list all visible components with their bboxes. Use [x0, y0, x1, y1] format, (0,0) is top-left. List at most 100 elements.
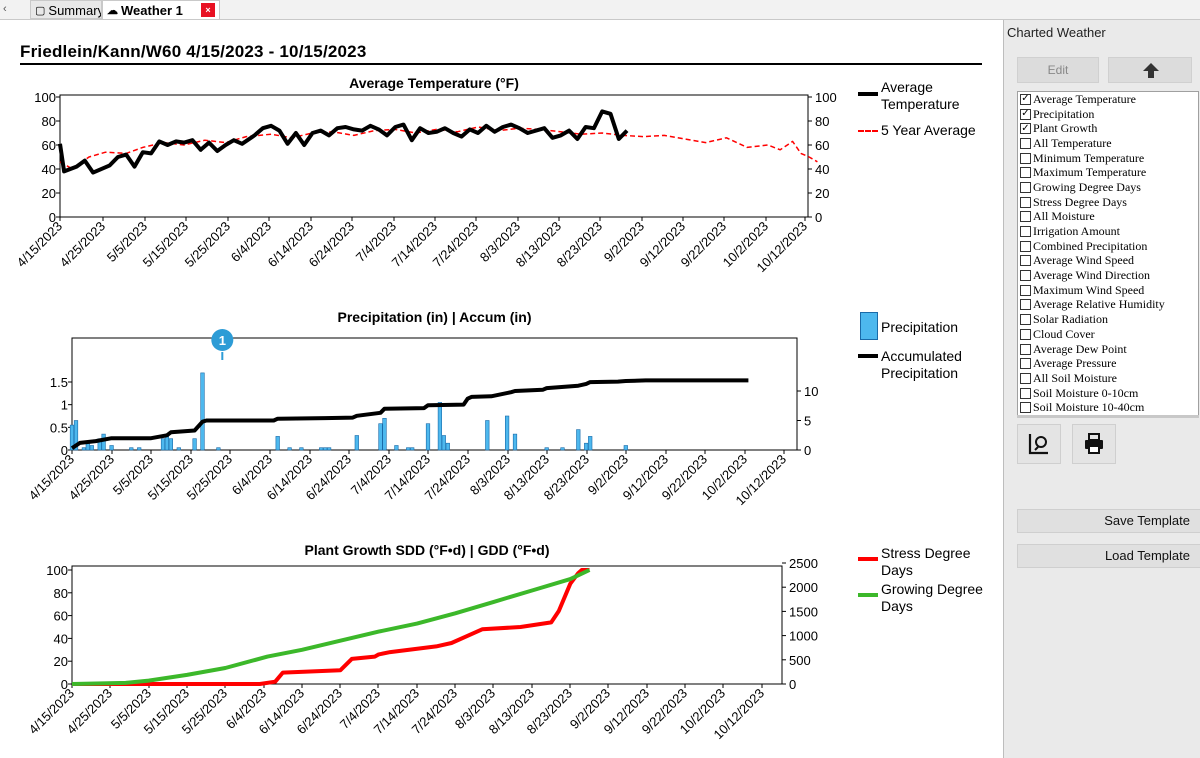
checkbox[interactable] — [1020, 181, 1031, 193]
weather-item[interactable]: Minimum Temperature — [1018, 151, 1198, 166]
checkbox[interactable] — [1020, 299, 1031, 311]
weather-item[interactable]: Stress Degree Days — [1018, 195, 1198, 210]
checkbox[interactable]: ✓ — [1020, 93, 1031, 105]
y-tick-label: 1500 — [789, 604, 818, 619]
edit-button[interactable]: Edit — [1017, 57, 1099, 83]
close-icon[interactable]: × — [201, 3, 215, 17]
weather-item-list[interactable]: ✓ Average Temperature ✓ Precipitation ✓ Plant… — [1017, 91, 1199, 417]
precip-bar — [164, 436, 170, 451]
precip-bar — [560, 447, 565, 451]
checkbox[interactable] — [1020, 167, 1031, 179]
weather-item-label: Soil Moisture 10-40cm — [1033, 400, 1145, 415]
save-template-button[interactable]: Save Template — [1017, 509, 1200, 533]
weather-item[interactable]: ✓ Average Temperature — [1018, 92, 1198, 107]
weather-item[interactable]: ✓ Plant Growth — [1018, 121, 1198, 136]
y-tick-label: 10 — [804, 384, 818, 399]
checkbox[interactable] — [1020, 402, 1031, 414]
precip-bar — [445, 442, 450, 451]
weather-item[interactable]: Solar Radiation — [1018, 312, 1198, 327]
weather-item-label: Soil Moisture 0-10cm — [1033, 385, 1139, 400]
charts-canvas: Average Temperature (°F) 4/15/20234/25/20… — [14, 75, 837, 742]
precip-bar — [73, 420, 79, 451]
weather-item[interactable]: Average Wind Direction — [1018, 268, 1198, 283]
precip-bar — [287, 447, 292, 451]
y-tick-label: 40 — [54, 631, 68, 646]
panel-title: Charted Weather — [1007, 25, 1106, 40]
weather-item[interactable]: Soil Moisture 10-40cm — [1018, 400, 1198, 415]
checkbox[interactable] — [1020, 152, 1031, 164]
print-button[interactable] — [1072, 424, 1116, 464]
checkbox[interactable] — [1020, 196, 1031, 208]
checkbox[interactable] — [1020, 211, 1031, 223]
checkbox[interactable] — [1020, 358, 1031, 370]
weather-item[interactable]: ✓ Precipitation — [1018, 107, 1198, 122]
legend-swatch-gdd — [858, 593, 878, 597]
series-average-temperature — [58, 109, 629, 175]
x-tick-label: 6/24/2023 — [306, 219, 358, 271]
weather-item[interactable]: Irrigation Amount — [1018, 224, 1198, 239]
precip-bar — [299, 447, 304, 451]
checkbox[interactable] — [1020, 328, 1031, 340]
weather-item[interactable]: Average Relative Humidity — [1018, 297, 1198, 313]
precip-bar — [512, 433, 518, 451]
load-template-button[interactable]: Load Template — [1017, 544, 1200, 568]
weather-item[interactable]: Combined Precipitation — [1018, 239, 1198, 254]
marker-label: 1 — [219, 333, 226, 348]
weather-item[interactable]: All Soil Moisture — [1018, 371, 1198, 386]
list-horizontal-scrollbar[interactable] — [1017, 415, 1199, 418]
series-growing-degree-days — [71, 568, 591, 686]
y-tick-label: 0 — [789, 677, 796, 692]
precip-bar — [101, 433, 106, 451]
precip-bar — [200, 372, 205, 451]
tab-summary[interactable]: ▢ Summary — [30, 0, 102, 19]
weather-item[interactable]: All Temperature — [1018, 136, 1198, 151]
y-tick-label: 0 — [815, 210, 822, 225]
tab-weather-label: Weather 1 — [121, 3, 183, 18]
precip-bar — [109, 445, 114, 451]
y-tick-label: 20 — [42, 186, 56, 201]
series-accumulated-precipitation — [70, 378, 749, 450]
legend-swatch-accum — [858, 354, 878, 358]
charted-weather-panel: Charted Weather Edit ✓ Average Temperatur… — [1003, 20, 1200, 758]
x-tick-label: 4/15/2023 — [14, 219, 66, 271]
note-marker-icon — [211, 329, 234, 351]
weather-item-label: Growing Degree Days — [1033, 179, 1141, 194]
weather-item[interactable]: Average Dew Point — [1018, 342, 1198, 357]
checkbox[interactable] — [1020, 240, 1031, 252]
arrow-up-icon — [1143, 63, 1159, 78]
legend-label-accum: Accumulated Precipitation — [881, 348, 962, 381]
checkbox[interactable] — [1020, 137, 1031, 149]
checkbox[interactable] — [1020, 255, 1031, 267]
weather-item-label: All Temperature — [1033, 135, 1112, 150]
checkbox[interactable] — [1020, 343, 1031, 355]
checkbox[interactable] — [1020, 372, 1031, 384]
y-tick-label: 500 — [789, 653, 811, 668]
tab-weather[interactable]: ☁ Weather 1 × — [102, 0, 220, 19]
weather-item[interactable]: Maximum Temperature — [1018, 165, 1198, 180]
checkbox[interactable] — [1020, 270, 1031, 282]
checkbox[interactable]: ✓ — [1020, 122, 1031, 135]
precip-bar — [378, 423, 383, 451]
weather-item[interactable]: Maximum Wind Speed — [1018, 283, 1198, 298]
checkbox[interactable]: ✓ — [1020, 108, 1031, 120]
weather-item[interactable]: Average Wind Speed — [1018, 253, 1198, 269]
checkbox[interactable] — [1020, 226, 1031, 238]
weather-item[interactable]: Cloud Cover — [1018, 327, 1198, 342]
tab-scroll-left-icon[interactable]: ‹ — [3, 3, 7, 15]
weather-item[interactable]: All Moisture — [1018, 209, 1198, 225]
checkbox[interactable] — [1020, 387, 1031, 399]
y-tick-label: 100 — [34, 90, 56, 105]
move-up-button[interactable] — [1108, 57, 1192, 83]
legend-label-sdd: Stress Degree Days — [881, 545, 971, 578]
tab-strip: ‹ ▢ Summary ☁ Weather 1 × — [0, 0, 1200, 20]
zoom-report-button[interactable] — [1017, 424, 1061, 464]
checkbox[interactable] — [1020, 314, 1031, 326]
tab-summary-label: Summary — [48, 3, 102, 18]
weather-item[interactable]: Growing Degree Days — [1018, 180, 1198, 195]
y-tick-label: 100 — [46, 563, 68, 578]
weather-item[interactable]: Soil Moisture 0-10cm — [1018, 386, 1198, 401]
weather-item-label: Maximum Wind Speed — [1033, 282, 1145, 297]
weather-item[interactable]: Average Pressure — [1018, 356, 1198, 371]
x-tick-label: 8/23/2023 — [554, 219, 606, 271]
checkbox[interactable] — [1020, 284, 1031, 296]
